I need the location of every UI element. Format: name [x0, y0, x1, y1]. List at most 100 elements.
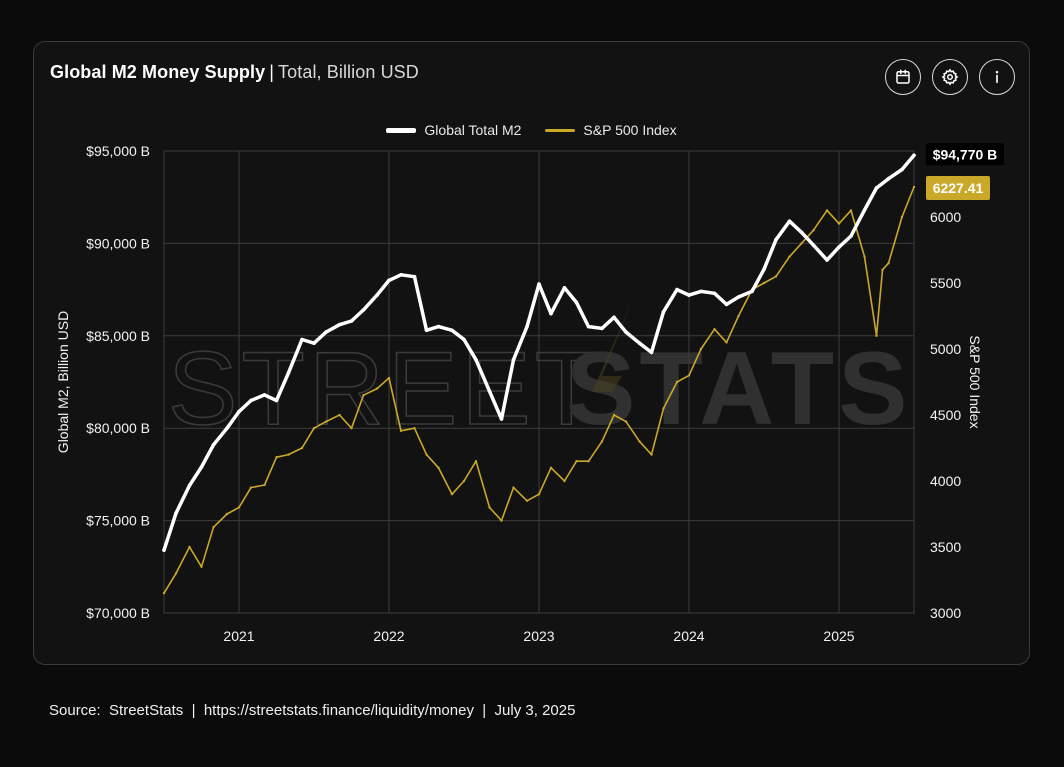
settings-button[interactable] [932, 59, 968, 95]
source-url[interactable]: https://streetstats.finance/liquidity/mo… [203, 702, 474, 719]
m2-point [312, 341, 316, 345]
left-tick-label: $80,000 B [86, 420, 150, 436]
spx-point [713, 328, 716, 331]
m2-point [811, 243, 816, 248]
spx-point [287, 453, 290, 456]
spx-point [863, 255, 866, 258]
watermark: STREET STATS [167, 302, 911, 468]
spx-point [537, 493, 541, 496]
m2-point [424, 328, 429, 333]
m2-last-value: $94,770 B [933, 146, 998, 162]
m2-point [361, 308, 366, 312]
m2-point [600, 326, 604, 331]
m2-point [174, 511, 178, 516]
info-icon [995, 70, 999, 84]
spx-point [237, 506, 241, 509]
m2-point [199, 465, 204, 469]
m2-point [787, 219, 792, 224]
chart-title: Global M2 Money Supply | Total, Billion US… [50, 62, 419, 83]
legend-item-m2[interactable]: Global Total M2 [386, 122, 521, 138]
title-separator: | [269, 62, 275, 82]
x-tick-label: 2023 [523, 628, 554, 644]
lightning-bolt-icon [566, 302, 632, 468]
spx-point [399, 429, 403, 433]
m2-point [562, 285, 567, 290]
right-tick-label: 3500 [930, 539, 961, 555]
right-tick-label: 4500 [930, 407, 961, 423]
m2-point [862, 208, 867, 212]
m2-point [474, 358, 478, 362]
spx-point [624, 420, 628, 423]
m2-point [349, 319, 354, 323]
m2-point [262, 393, 267, 397]
spx-point [474, 460, 478, 463]
spx-point [699, 347, 703, 351]
spx-point [662, 407, 665, 410]
title-subtitle: Total, Billion USD [278, 62, 419, 82]
m2-point [387, 278, 391, 283]
m2-point [237, 409, 241, 414]
m2-point [699, 289, 703, 294]
m2-point [586, 324, 591, 329]
spx-point [300, 446, 304, 450]
spx-point [450, 493, 454, 496]
source-date: July 3, 2025 [494, 702, 576, 719]
info-button[interactable] [979, 59, 1015, 95]
m2-point [249, 398, 253, 403]
spx-point [788, 255, 791, 258]
m2-point [849, 234, 853, 238]
spx-point [362, 394, 365, 397]
spx-point [762, 281, 766, 285]
spx-point [212, 526, 215, 529]
grid [163, 150, 915, 614]
m2-point [300, 337, 304, 342]
spx-point [912, 185, 916, 189]
m2-point [337, 322, 342, 327]
calendar-button[interactable] [885, 59, 921, 95]
chart-card: Global M2 Money Supply | Total, Billion US… [33, 41, 1030, 665]
spx-point [462, 479, 466, 483]
legend-swatch-spx [545, 128, 576, 132]
m2-point [462, 337, 466, 342]
m2-point [750, 289, 754, 294]
spx-point [881, 268, 884, 271]
left-tick-label: $75,000 B [86, 513, 150, 529]
watermark-stats: STATS [566, 331, 911, 447]
m2-point [450, 328, 454, 333]
m2-point [736, 295, 741, 299]
legend-swatch-m2 [386, 127, 417, 133]
right-tick-label: 5000 [930, 341, 961, 357]
watermark-street: STREET [168, 331, 602, 447]
spx-point [675, 380, 679, 384]
spx-point [338, 413, 341, 417]
m2-point [436, 324, 441, 329]
m2-point [675, 287, 679, 292]
spx-point [525, 499, 529, 502]
spx-point [687, 374, 691, 377]
m2-point [637, 341, 642, 345]
m2-point [187, 483, 192, 488]
legend-label-m2: Global Total M2 [424, 122, 522, 138]
spx-point [887, 262, 890, 265]
source-label: Source: [49, 702, 101, 719]
spx-point [188, 545, 191, 549]
m2-point [225, 426, 229, 431]
spx-point [225, 512, 229, 516]
spx-point [650, 453, 653, 456]
spx-point [324, 420, 328, 423]
m2-point [399, 273, 403, 277]
legend-item-spx[interactable]: S&P 500 Index [545, 122, 677, 138]
spx-point [512, 486, 515, 489]
m2-point [900, 167, 904, 172]
m2-point [211, 443, 216, 447]
spx-point [837, 222, 841, 225]
m2-point [886, 176, 891, 181]
spx-point [800, 242, 803, 245]
m2-point [375, 293, 379, 297]
gear-icon [941, 68, 959, 86]
m2-point [162, 548, 166, 552]
spx-point [312, 427, 316, 430]
x-tick-label: 2021 [223, 628, 254, 644]
m2-point [724, 302, 729, 307]
